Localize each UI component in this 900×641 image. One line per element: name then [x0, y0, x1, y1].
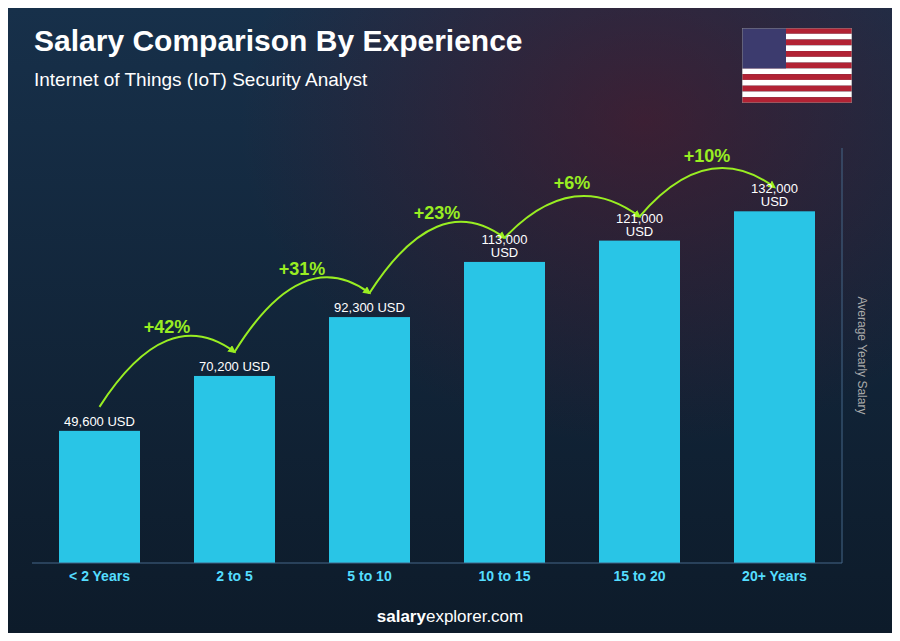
- svg-text:132,000USD: 132,000USD: [751, 181, 798, 209]
- svg-text:2 to 5: 2 to 5: [216, 568, 253, 584]
- svg-text:70,200 USD: 70,200 USD: [199, 359, 270, 374]
- svg-text:113,000USD: 113,000USD: [481, 232, 527, 260]
- svg-text:15 to 20: 15 to 20: [613, 568, 665, 584]
- svg-text:+23%: +23%: [414, 203, 461, 223]
- svg-text:49,600 USD: 49,600 USD: [64, 414, 135, 429]
- svg-text:< 2 Years: < 2 Years: [69, 568, 130, 584]
- svg-text:10 to 15: 10 to 15: [478, 568, 530, 584]
- svg-text:+31%: +31%: [279, 259, 326, 279]
- svg-text:20+ Years: 20+ Years: [742, 568, 807, 584]
- html-text:salary explorer.com: salary explorer.com: [376, 607, 524, 626]
- svg-text:5 to 10: 5 to 10: [347, 568, 392, 584]
- svg-text:Average Yearly Salary: Average Yearly Salary: [855, 297, 869, 415]
- svg-text:+42%: +42%: [144, 317, 191, 337]
- html-text:Internet of Things (IoT) Secur: Internet of Things (IoT) Security Analys…: [34, 69, 368, 90]
- svg-text:+10%: +10%: [684, 148, 731, 166]
- svg-text:121,000USD: 121,000USD: [616, 211, 663, 239]
- html-text:Salary Comparison By Experienc: Salary Comparison By Experience: [34, 24, 523, 57]
- svg-text:92,300 USD: 92,300 USD: [334, 300, 405, 315]
- svg-text:+6%: +6%: [554, 173, 591, 193]
